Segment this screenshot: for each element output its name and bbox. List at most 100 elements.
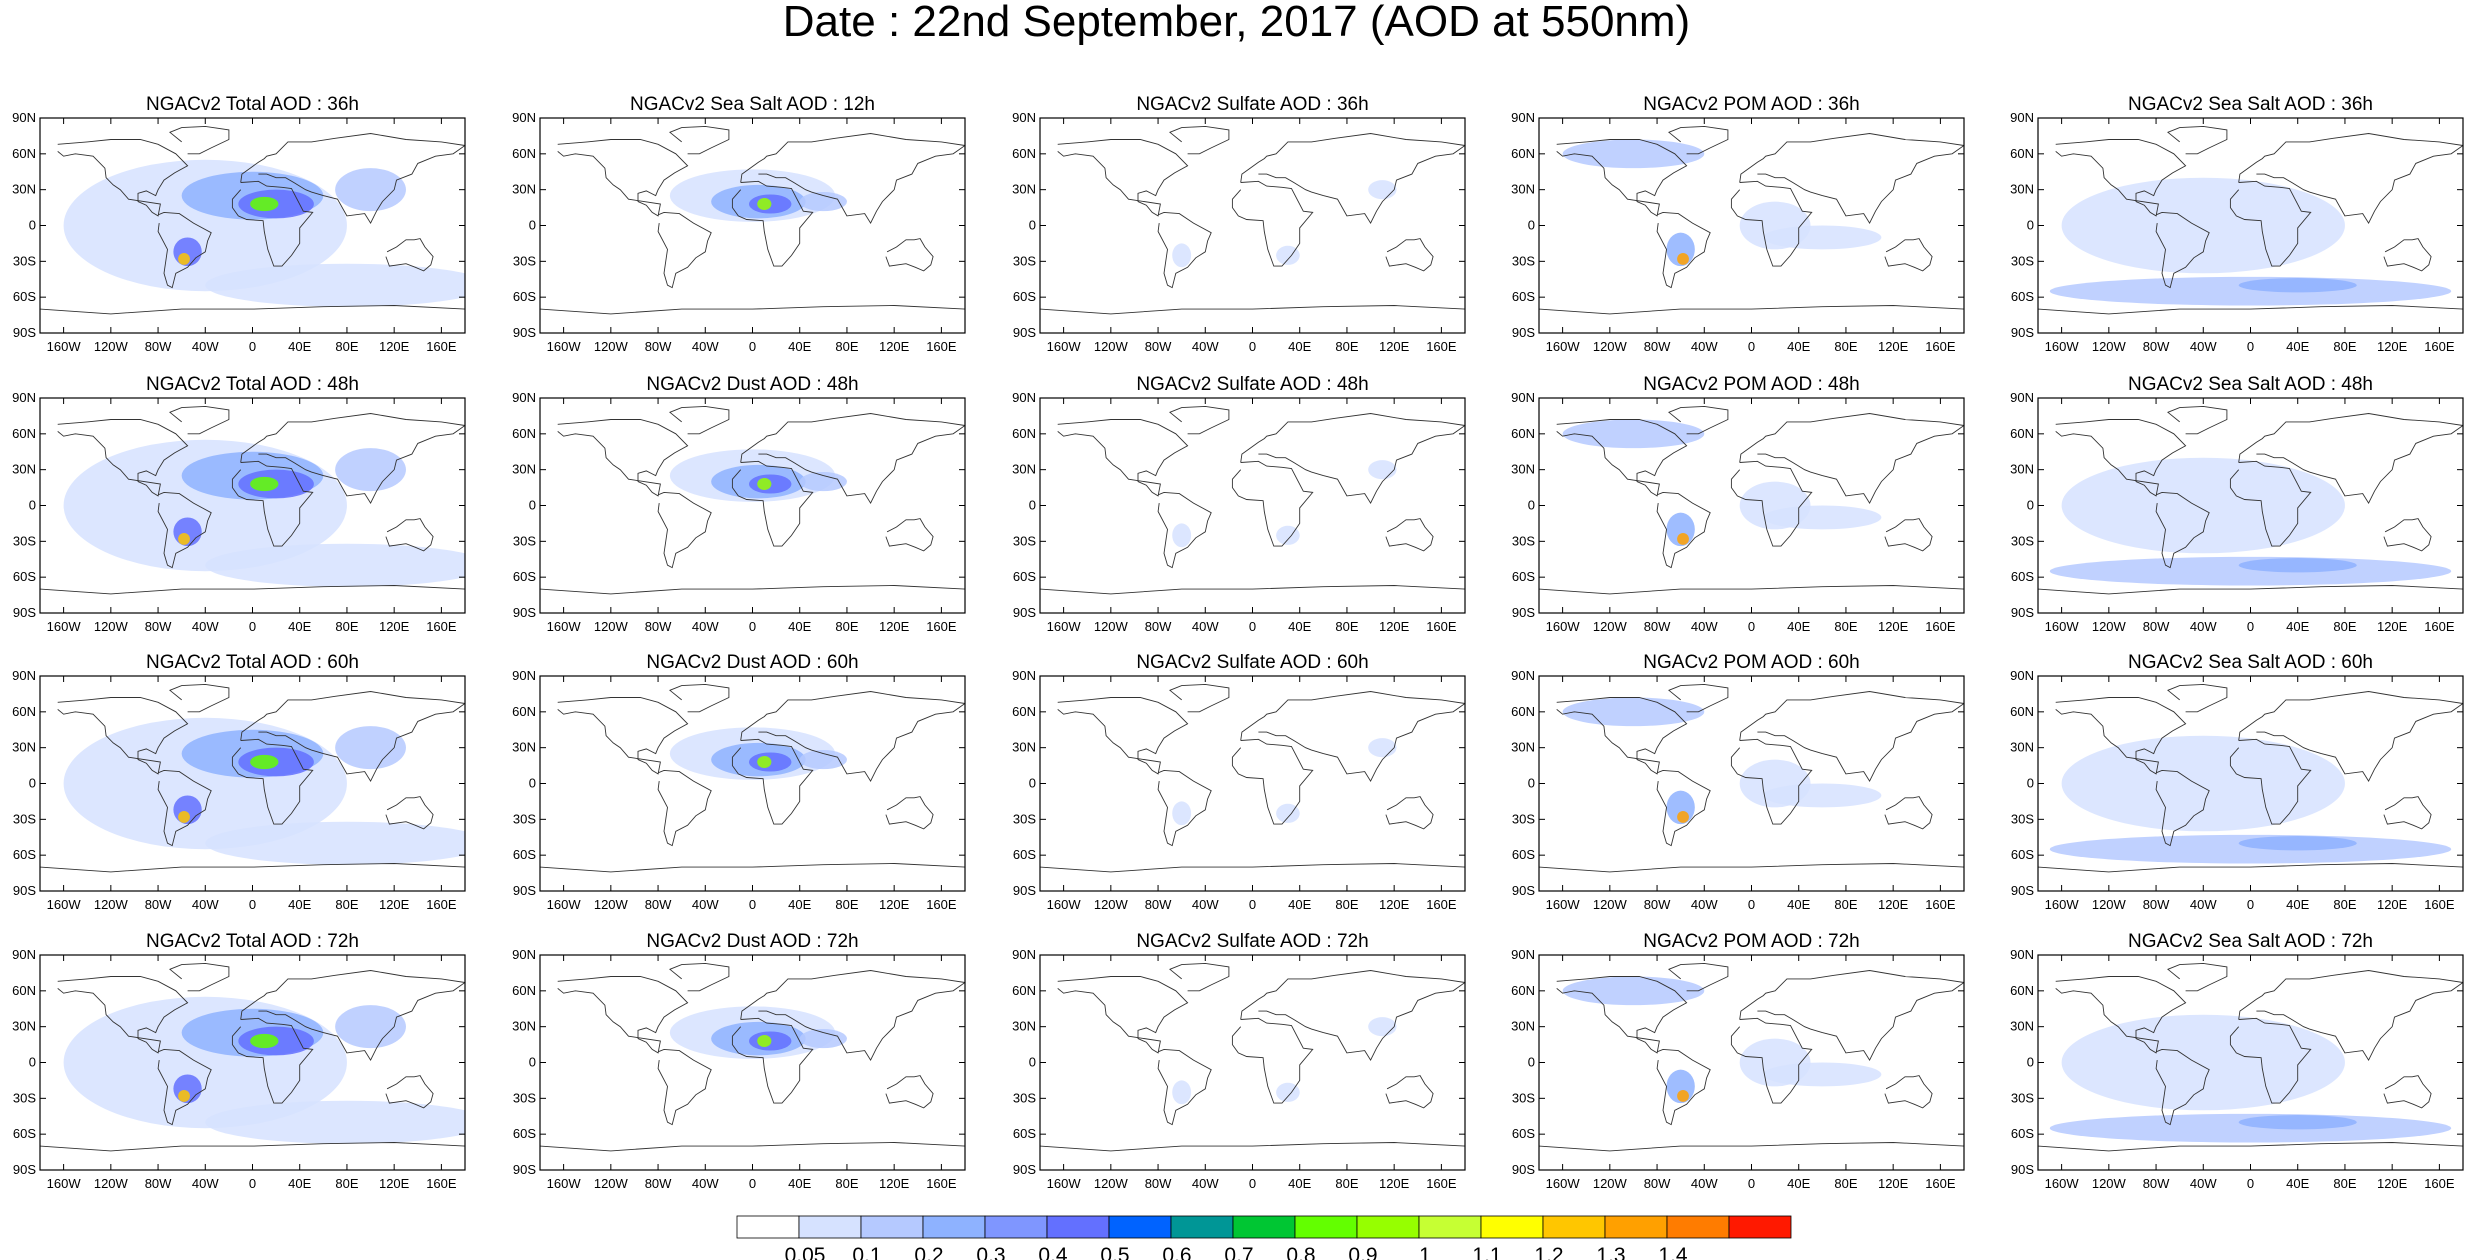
coastline (1231, 738, 1314, 825)
lat-tick-label: 60N (12, 426, 36, 441)
coastline (731, 1017, 814, 1104)
lon-tick-label: 120E (1379, 1176, 1410, 1191)
map-panel: NGACv2 Total AOD : 72h 90N 60N 30N 0 30S 60S 90… (12, 931, 466, 1191)
coastline (1169, 962, 1230, 992)
lat-tick-label: 60N (12, 146, 36, 161)
lon-tick-label: 120W (1593, 339, 1628, 354)
lon-tick-label: 120W (2092, 619, 2127, 634)
coastline (2155, 211, 2210, 289)
coastline (1157, 211, 1212, 289)
lat-tick-label: 0 (29, 498, 36, 513)
lat-tick-label: 60S (2011, 1126, 2034, 1141)
lat-tick-label: 30S (1013, 253, 1036, 268)
lat-tick-label: 60S (513, 289, 536, 304)
lon-tick-label: 40E (788, 897, 811, 912)
coastline (1739, 970, 1964, 1062)
coastline (740, 691, 965, 783)
coastline (2038, 863, 2463, 873)
lat-tick-label: 30N (512, 182, 536, 197)
coastline (1240, 970, 1465, 1062)
lat-tick-label: 90N (2010, 947, 2034, 962)
lon-tick-label: 120E (879, 897, 910, 912)
lon-tick-label: 40W (1691, 897, 1718, 912)
lon-tick-label: 40W (2190, 1176, 2217, 1191)
lat-tick-label: 60S (1013, 289, 1036, 304)
lon-tick-label: 80E (1335, 619, 1358, 634)
aerosol-field (250, 1033, 279, 1049)
lon-tick-label: 120W (594, 339, 629, 354)
coastline (2038, 1142, 2463, 1152)
lat-tick-label: 30S (2011, 811, 2034, 826)
lat-tick-label: 90N (1012, 947, 1036, 962)
coastline (2167, 405, 2228, 435)
coastline (1057, 139, 1189, 217)
colorbar-swatch (1170, 1215, 1234, 1239)
lon-tick-label: 40E (288, 897, 311, 912)
colorbar-swatch (1666, 1215, 1730, 1239)
aerosol-field (178, 1089, 190, 1102)
lon-tick-label: 160E (1426, 339, 1457, 354)
lon-tick-label: 120E (379, 897, 410, 912)
colorbar-swatch (1046, 1215, 1110, 1239)
lon-tick-label: 0 (1249, 1176, 1256, 1191)
lat-tick-label: 30S (2011, 533, 2034, 548)
lat-tick-label: 30N (1012, 462, 1036, 477)
lon-tick-label: 160E (2424, 619, 2455, 634)
lat-tick-label: 60S (1013, 569, 1036, 584)
lon-tick-label: 80E (335, 897, 358, 912)
lat-tick-label: 30N (1012, 740, 1036, 755)
lon-tick-label: 160E (926, 339, 957, 354)
lon-tick-label: 80E (2333, 1176, 2356, 1191)
panel-title: NGACv2 Total AOD : 36h (146, 94, 359, 115)
aerosol-field (2238, 278, 2357, 293)
lat-tick-label: 30N (1511, 1019, 1535, 1034)
lat-tick-label: 0 (1029, 1055, 1036, 1070)
lon-tick-label: 120W (1094, 339, 1129, 354)
coastline (169, 683, 230, 713)
lon-tick-label: 120W (2092, 1176, 2127, 1191)
lat-tick-label: 90N (1012, 110, 1036, 125)
lon-tick-label: 80E (835, 1176, 858, 1191)
coastline (1385, 518, 1434, 552)
lon-tick-label: 120E (1878, 897, 1909, 912)
coastline (1656, 491, 1711, 569)
lon-tick-label: 120E (1379, 339, 1410, 354)
lon-tick-label: 40E (788, 619, 811, 634)
lon-tick-label: 80W (645, 619, 672, 634)
lat-tick-label: 0 (29, 218, 36, 233)
lon-tick-label: 160W (47, 897, 82, 912)
lat-tick-label: 90N (12, 390, 36, 405)
lon-tick-label: 160W (547, 339, 582, 354)
lon-tick-label: 40E (1787, 339, 1810, 354)
coastline (885, 518, 934, 552)
lon-tick-label: 120W (94, 897, 129, 912)
lat-tick-label: 30S (1013, 1090, 1036, 1105)
coastline (2383, 796, 2432, 830)
lon-tick-label: 160E (2424, 1176, 2455, 1191)
lat-tick-label: 30S (2011, 1090, 2034, 1105)
lon-tick-label: 120E (879, 619, 910, 634)
lat-tick-label: 60N (12, 704, 36, 719)
coastline (157, 769, 212, 847)
colorbar-swatch (798, 1215, 862, 1239)
coastline (1556, 697, 1688, 775)
aerosol-field (1677, 810, 1689, 823)
lat-tick-label: 60N (1012, 426, 1036, 441)
lon-tick-label: 40W (692, 1176, 719, 1191)
colorbar-swatch (1294, 1215, 1358, 1239)
lat-tick-label: 0 (529, 218, 536, 233)
lat-tick-label: 90N (2010, 668, 2034, 683)
panel-title: NGACv2 POM AOD : 72h (1643, 931, 1859, 952)
coastline (1556, 419, 1688, 497)
lon-tick-label: 40W (1691, 339, 1718, 354)
colorbar-label: 0.1 (852, 1244, 881, 1260)
colorbar-label: 1 (1419, 1244, 1431, 1260)
lon-tick-label: 0 (1249, 339, 1256, 354)
coastline (1240, 413, 1465, 505)
lon-tick-label: 80E (2333, 619, 2356, 634)
lon-tick-label: 80E (335, 619, 358, 634)
aerosol-field (2238, 1115, 2357, 1130)
coastline (2038, 305, 2463, 315)
coastline (1169, 125, 1230, 155)
lat-tick-label: 60N (1511, 146, 1535, 161)
